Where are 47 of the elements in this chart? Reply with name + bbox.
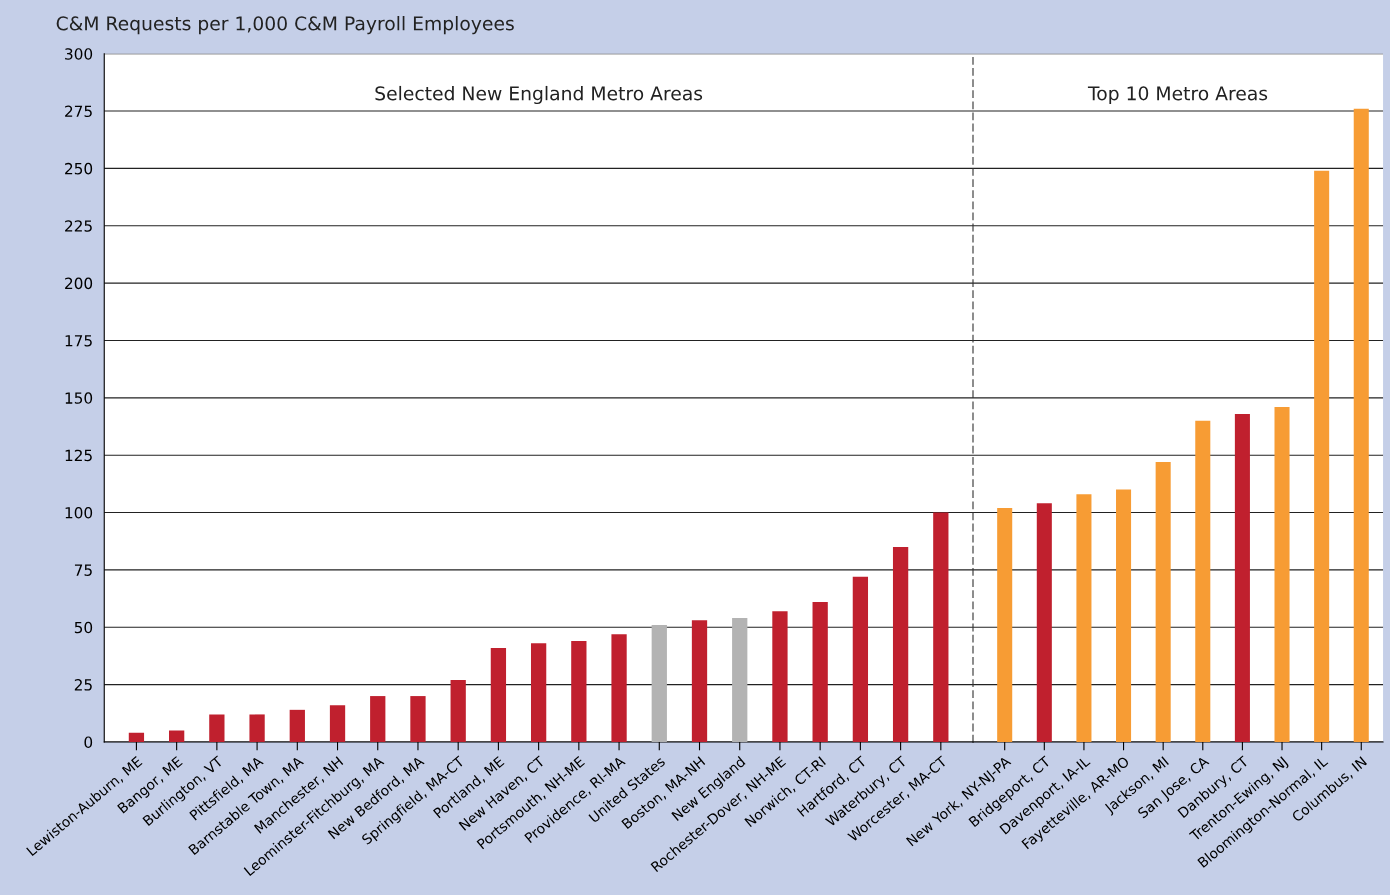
bar bbox=[1036, 503, 1052, 742]
bar bbox=[1314, 170, 1330, 742]
bar bbox=[1195, 420, 1211, 742]
bar bbox=[571, 641, 587, 742]
bar bbox=[1353, 108, 1369, 742]
y-tick-label: 0 bbox=[84, 736, 93, 748]
y-tick-label: 225 bbox=[65, 220, 92, 232]
bar bbox=[892, 546, 909, 742]
bar bbox=[691, 620, 708, 742]
y-tick-label: 100 bbox=[65, 507, 93, 519]
bar bbox=[289, 709, 305, 742]
bar bbox=[169, 730, 185, 742]
text: Selected New England Metro Areas bbox=[375, 85, 703, 105]
y-tick-label: 200 bbox=[65, 277, 93, 290]
bar bbox=[1155, 462, 1171, 742]
bar bbox=[852, 576, 869, 742]
bar bbox=[128, 732, 145, 742]
bar bbox=[450, 680, 466, 742]
y-tick-label: 50 bbox=[74, 621, 93, 634]
y-tick-label: 300 bbox=[65, 48, 93, 60]
y-tick-label: 250 bbox=[65, 162, 93, 175]
bar bbox=[812, 602, 828, 742]
bar bbox=[1116, 489, 1132, 742]
bar bbox=[1076, 494, 1092, 742]
bar bbox=[209, 714, 225, 742]
bar bbox=[249, 714, 265, 742]
bar bbox=[410, 696, 426, 742]
bar bbox=[611, 634, 627, 742]
y-tick-label: 75 bbox=[74, 564, 92, 576]
bar bbox=[1274, 407, 1290, 742]
bar bbox=[490, 647, 507, 742]
text: Top 10 Metro Areas bbox=[1087, 86, 1268, 105]
bar bbox=[530, 643, 547, 742]
y-tick-label: 175 bbox=[65, 335, 92, 347]
bar bbox=[732, 618, 748, 742]
y-tick-label: 275 bbox=[65, 105, 92, 118]
y-tick-label: 25 bbox=[74, 679, 92, 691]
bar bbox=[329, 705, 346, 742]
bar bbox=[1234, 413, 1250, 742]
bar bbox=[997, 507, 1013, 742]
bar bbox=[651, 624, 667, 742]
y-tick-label: 150 bbox=[65, 392, 93, 404]
bar bbox=[370, 696, 386, 742]
bar bbox=[772, 611, 788, 742]
bar bbox=[933, 512, 949, 742]
y-tick-label: 125 bbox=[65, 449, 92, 462]
y-axis-title: C&M Requests per 1,000 C&M Payroll Employees bbox=[56, 15, 514, 35]
